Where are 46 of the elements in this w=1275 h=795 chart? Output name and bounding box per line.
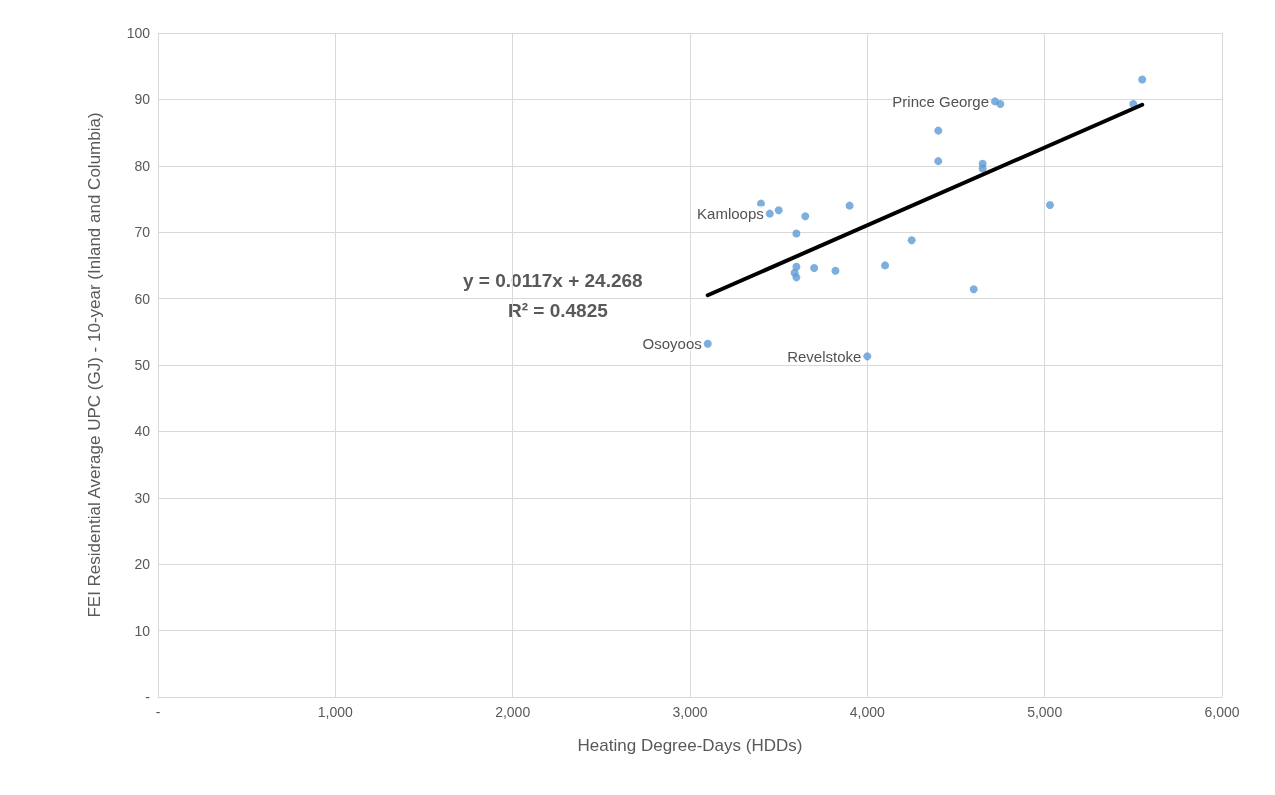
point: [863, 352, 872, 361]
y-tick-label: 90: [134, 91, 151, 108]
annotation: Prince George: [892, 92, 990, 110]
point: [845, 201, 854, 210]
point: [831, 266, 840, 275]
point: [934, 157, 943, 166]
point: [774, 206, 783, 215]
point: [810, 264, 819, 273]
point: [792, 229, 801, 238]
annotation: Kamloops: [697, 205, 764, 223]
y-axis-title: FEI Residential Average UPC (GJ) - 10-year (Inland and Columbia): [85, 112, 104, 618]
annotation: y = 0.0117x + 24.268: [463, 270, 643, 291]
point: [1045, 200, 1054, 209]
x-tick-label: -: [155, 704, 161, 720]
point: [881, 261, 890, 270]
x-tick-label: 4,000: [849, 704, 886, 720]
point: [703, 339, 712, 348]
x-tick-label: 6,000: [1204, 704, 1240, 720]
y-tick-label: 100: [126, 25, 151, 41]
point: [996, 100, 1005, 109]
point: [934, 126, 943, 135]
x-tick-label: 1,000: [317, 704, 354, 720]
y-tick-label: 70: [134, 224, 151, 241]
y-tick-label: 60: [134, 290, 151, 307]
point: [1138, 75, 1147, 84]
y-tick-label: 40: [134, 423, 151, 440]
annotation: Revelstoke: [787, 347, 862, 365]
y-tick-label: 10: [134, 622, 151, 639]
x-axis-title: Heating Degree-Days (HDDs): [577, 736, 803, 755]
point: [756, 199, 765, 208]
point: [801, 212, 810, 221]
x-tick-label: 2,000: [495, 704, 531, 720]
y-tick-label: 20: [134, 556, 151, 573]
y-tick-label: -: [145, 689, 151, 705]
point: [792, 273, 801, 282]
x-tick-label: 3,000: [672, 704, 708, 720]
point: [978, 164, 987, 173]
point: [907, 236, 916, 245]
annotation: Osoyoos: [642, 335, 702, 353]
annotation: R² = 0.4825: [508, 300, 609, 321]
y-tick-label: 80: [134, 157, 151, 174]
y-tick-label: 30: [134, 489, 151, 506]
x-tick-label: 5,000: [1027, 704, 1063, 720]
y-tick-label: 50: [134, 357, 151, 373]
point: [969, 285, 978, 294]
point: [765, 209, 774, 218]
